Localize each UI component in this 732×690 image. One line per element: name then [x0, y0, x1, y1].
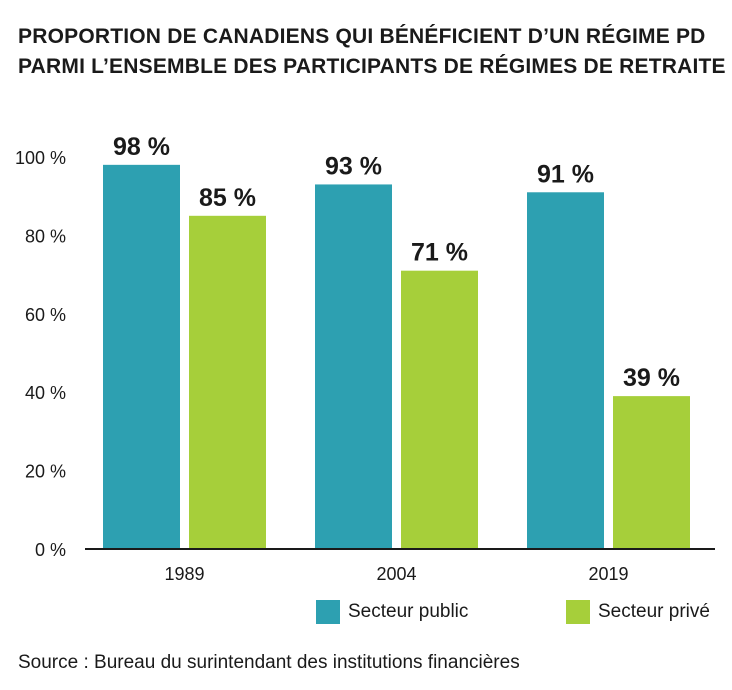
data-label: 39 % [623, 364, 680, 392]
bar-chart: 0 % 20 % 40 % 60 % 80 % 100 % 98 % 85 % 1989 93 %… [15, 133, 715, 584]
bar-private-2019 [613, 396, 690, 549]
data-label: 71 % [411, 239, 468, 267]
y-tick-label: 20 % [25, 462, 66, 482]
legend-swatch-private [566, 600, 590, 624]
data-label: 93 % [325, 152, 382, 180]
legend-swatch-public [316, 600, 340, 624]
legend-label-public: Secteur public [348, 601, 469, 622]
data-label: 98 % [113, 133, 170, 161]
y-tick-label: 40 % [25, 383, 66, 403]
bar-public-1989 [103, 164, 180, 549]
bar-public-2019 [527, 192, 604, 549]
data-label: 85 % [199, 184, 256, 212]
source-note: Source : Bureau du surintendant des inst… [18, 652, 520, 673]
y-tick-label: 0 % [35, 540, 66, 560]
legend-item-public: Secteur public [316, 600, 468, 624]
data-label: 91 % [537, 160, 594, 188]
legend-label-private: Secteur privé [598, 601, 710, 622]
y-tick-label: 100 % [15, 148, 66, 168]
y-tick-label: 60 % [25, 305, 66, 325]
chart-title: PROPORTION DE CANADIENS QUI BÉNÉFICIENT … [18, 22, 726, 82]
x-tick-label: 2019 [588, 564, 628, 584]
chart-title-line-1: PROPORTION DE CANADIENS QUI BÉNÉFICIENT … [18, 25, 706, 48]
x-tick-label: 1989 [164, 564, 204, 584]
bar-private-1989 [189, 215, 266, 550]
bar-public-2004 [315, 184, 392, 549]
y-tick-label: 80 % [25, 226, 66, 246]
legend-item-private: Secteur privé [566, 600, 710, 624]
x-tick-label: 2004 [376, 564, 416, 584]
chart-title-line-2: PARMI L’ENSEMBLE DES PARTICIPANTS DE RÉG… [18, 55, 726, 78]
bar-private-2004 [401, 270, 478, 549]
